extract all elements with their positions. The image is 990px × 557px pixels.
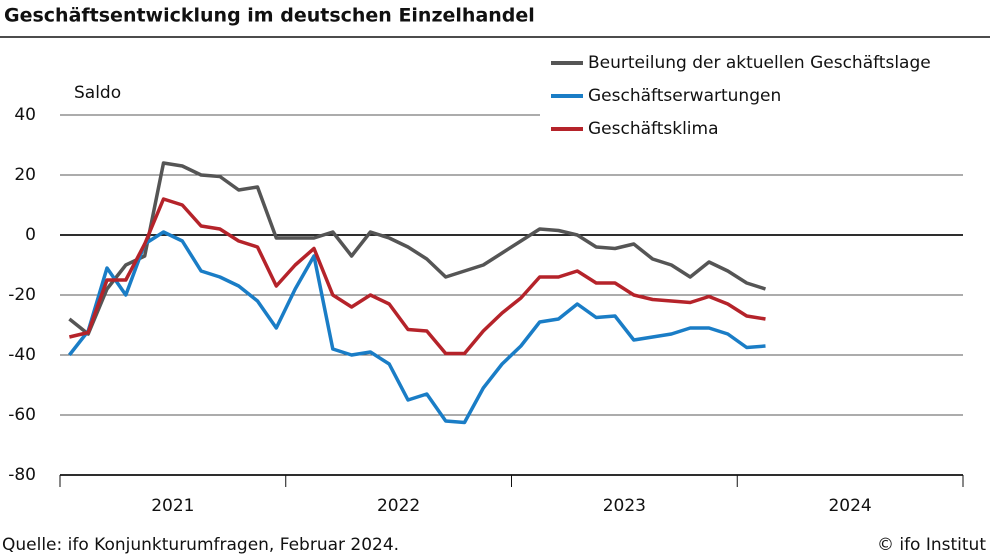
x-tick-label: 2022: [377, 496, 420, 516]
legend-label: Geschäftserwartungen: [588, 86, 781, 106]
x-tick-label: 2023: [603, 496, 646, 516]
y-tick-label: 40: [14, 105, 36, 125]
x-tick-label: 2021: [151, 496, 194, 516]
y-axis-label: Saldo: [74, 83, 121, 103]
legend-label: Geschäftsklima: [588, 119, 719, 139]
series-line: [68, 230, 766, 425]
series-line: [68, 161, 767, 336]
series-line: [68, 197, 766, 356]
legend-label: Beurteilung der aktuellen Geschäftslage: [588, 53, 931, 73]
chart-title: Geschäftsentwicklung im deutschen Einzel…: [4, 5, 535, 27]
source: Quelle: ifo Konjunkturumfragen, Februar …: [2, 535, 399, 555]
y-tick-label: 0: [25, 225, 36, 245]
y-tick-label: 20: [14, 165, 36, 185]
y-tick-label: -80: [8, 465, 36, 485]
y-tick-label: -60: [8, 405, 36, 425]
y-tick-label: -20: [8, 285, 36, 305]
y-tick-label: -40: [8, 345, 36, 365]
x-tick-label: 2024: [828, 496, 871, 516]
credit: © ifo Institut: [877, 535, 986, 555]
